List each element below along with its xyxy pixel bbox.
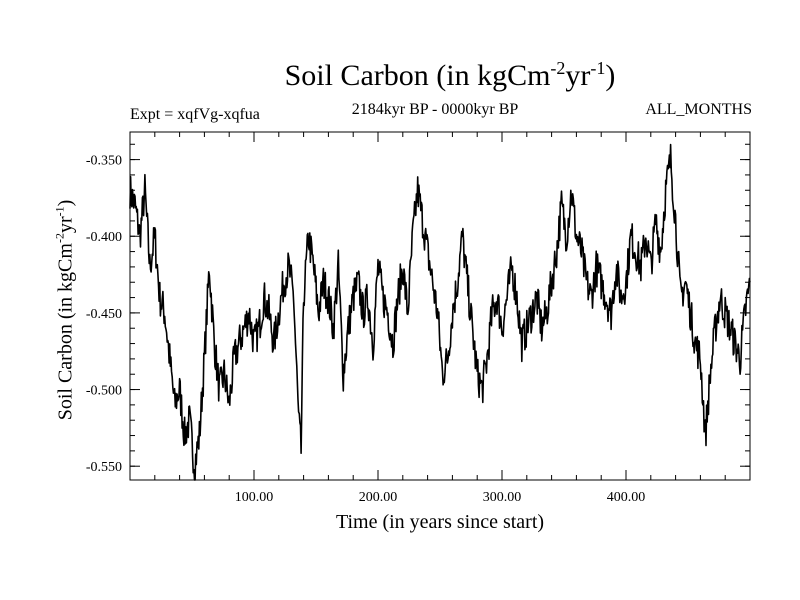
chart-title: Soil Carbon (in kgCm-2yr-1): [284, 58, 616, 92]
x-tick-label: 300.00: [483, 490, 522, 505]
y-tick-label: -0.450: [86, 307, 122, 322]
y-tick-label: -0.500: [86, 384, 122, 399]
y-tick-label: -0.550: [86, 460, 122, 475]
plot-frame: [129, 131, 751, 481]
x-tick-label: 100.00: [235, 490, 274, 505]
x-axis-label: Time (in years since start): [335, 511, 545, 533]
x-tick-label: 400.00: [607, 490, 646, 505]
chart-subtitle: 2184kyr BP - 0000kyr BP: [351, 101, 519, 118]
y-tick-label: -0.400: [86, 230, 122, 245]
series-line-soil-carbon: [129, 143, 751, 481]
x-tick-label: 200.00: [359, 490, 398, 505]
experiment-label: Expt = xqfVg-xqfua: [130, 106, 260, 123]
y-tick-label: -0.350: [86, 154, 122, 169]
months-label: ALL_MONTHS: [645, 101, 752, 118]
